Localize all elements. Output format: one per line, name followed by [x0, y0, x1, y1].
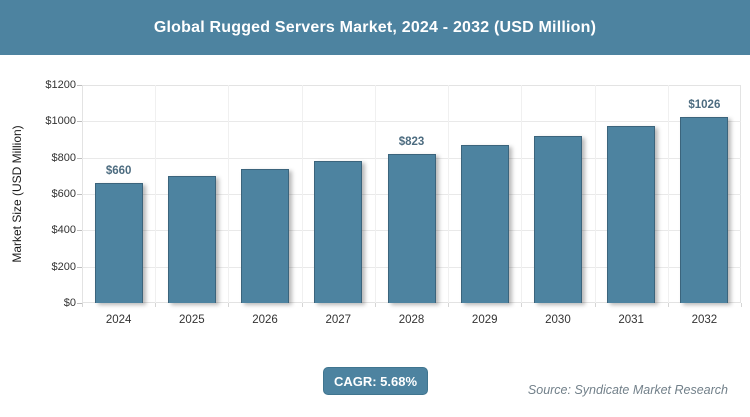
y-tick-label: $600 — [51, 188, 76, 200]
bar-value-label-2032: $1026 — [688, 98, 721, 111]
v-gridline — [155, 85, 156, 303]
cagr-badge: CAGR: 5.68% — [323, 367, 428, 395]
bar-2026 — [241, 169, 290, 303]
bar-2030 — [533, 136, 582, 303]
v-gridline — [228, 85, 229, 303]
x-tick-label-2028: 2028 — [398, 314, 425, 326]
v-gridline — [375, 85, 376, 303]
bar-2025 — [167, 176, 216, 303]
x-tick-mark — [595, 303, 596, 307]
plot-area: $660 $823 $1026 — [82, 85, 741, 303]
bar-2029 — [460, 144, 509, 303]
y-tick-label: $1200 — [45, 79, 76, 91]
x-tick-label-2032: 2032 — [691, 314, 718, 326]
v-gridline — [668, 85, 669, 303]
v-gridline — [302, 85, 303, 303]
chart-title: Global Rugged Servers Market, 2024 - 203… — [153, 18, 597, 36]
bar-2024 — [94, 183, 143, 303]
v-gridline — [448, 85, 449, 303]
source-credit: Source: Syndicate Market Research — [527, 383, 728, 397]
y-tick-mark — [77, 85, 82, 86]
y-tick-mark — [77, 194, 82, 195]
y-tick-label: $200 — [51, 260, 76, 273]
x-tick-mark — [521, 303, 522, 307]
y-tick-mark — [77, 303, 82, 304]
y-tick-mark — [77, 157, 82, 159]
bar-2032 — [680, 116, 729, 303]
y-axis-title: Market Size (USD Million) — [10, 125, 24, 263]
v-gridline — [521, 85, 522, 303]
x-tick-mark — [228, 303, 229, 307]
v-gridline — [595, 85, 596, 303]
x-tick-mark — [155, 303, 156, 307]
h-gridline — [82, 121, 741, 123]
y-tick-label: $0 — [63, 297, 76, 309]
x-tick-label-2027: 2027 — [325, 314, 352, 326]
x-tick-label-2024: 2024 — [105, 314, 132, 326]
x-tick-mark — [668, 303, 669, 307]
bar-value-label-2028: $823 — [398, 135, 425, 148]
x-tick-mark — [741, 303, 742, 307]
y-tick-mark — [77, 121, 82, 123]
bar-2027 — [314, 161, 363, 303]
x-tick-label-2029: 2029 — [471, 314, 498, 326]
x-tick-label-2030: 2030 — [545, 314, 571, 326]
y-tick-mark — [77, 266, 82, 268]
x-tick-mark — [375, 303, 376, 307]
y-tick-label: $1000 — [45, 115, 76, 128]
y-tick-mark — [77, 230, 82, 232]
x-tick-label-2025: 2025 — [179, 314, 205, 326]
x-tick-mark — [448, 303, 449, 307]
x-tick-label-2026: 2026 — [252, 314, 278, 326]
y-tick-label: $800 — [51, 151, 76, 164]
bar-2031 — [607, 126, 656, 303]
y-tick-label: $400 — [51, 224, 76, 237]
bar-2028 — [387, 153, 436, 303]
bar-value-label-2024: $660 — [105, 165, 132, 178]
x-tick-label-2031: 2031 — [618, 314, 644, 326]
x-tick-mark — [302, 303, 303, 307]
x-tick-mark — [82, 303, 83, 307]
chart-title-bar: Global Rugged Servers Market, 2024 - 203… — [0, 0, 750, 55]
